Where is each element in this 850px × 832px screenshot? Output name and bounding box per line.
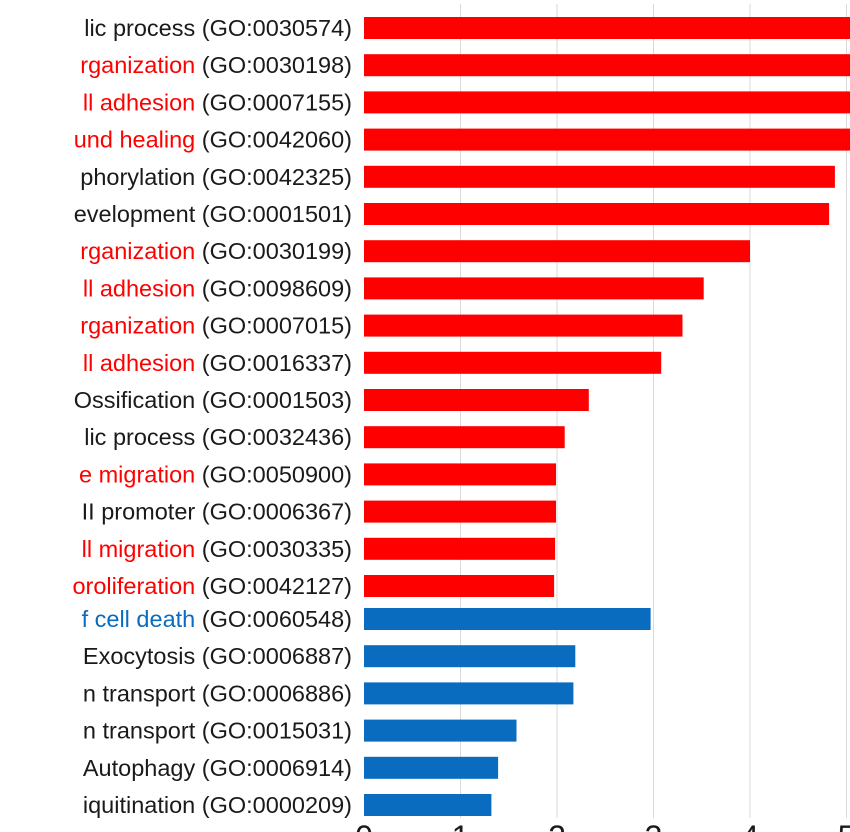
category-name: II promoter	[82, 499, 196, 525]
category-label: oroliferation (GO:0042127)	[72, 573, 352, 599]
go-id: (GO:0032436)	[195, 424, 352, 450]
go-id: (GO:0007015)	[195, 313, 352, 339]
category-label: rganization (GO:0030198)	[80, 52, 352, 78]
bar-up	[364, 17, 850, 39]
category-name: ll adhesion	[83, 89, 195, 115]
bar-down	[364, 719, 517, 742]
x-tick-label: 3	[645, 819, 663, 832]
category-label: II promoter (GO:0006367)	[82, 499, 352, 525]
bar-up	[364, 54, 850, 77]
category-name: evelopment	[74, 201, 196, 227]
go-id: (GO:0030335)	[195, 536, 352, 562]
category-label: evelopment (GO:0001501)	[74, 201, 352, 227]
category-label: rganization (GO:0030199)	[80, 238, 352, 264]
bar-down	[364, 645, 576, 668]
category-label: Exocytosis (GO:0006887)	[83, 643, 352, 669]
category-name: f cell death	[82, 606, 196, 632]
category-label: n transport (GO:0006886)	[83, 680, 352, 706]
category-label: n transport (GO:0015031)	[83, 718, 352, 744]
category-name: rganization	[80, 52, 195, 78]
bar-up	[364, 314, 683, 337]
category-name: ll adhesion	[83, 350, 195, 376]
go-id: (GO:0060548)	[195, 606, 352, 632]
go-id: (GO:0006367)	[195, 499, 352, 525]
bar-down	[364, 794, 492, 816]
category-label: lic process (GO:0032436)	[84, 424, 352, 450]
category-label: iquitination (GO:0000209)	[83, 792, 352, 818]
category-name: rganization	[80, 238, 195, 264]
go-id: (GO:0050900)	[195, 461, 352, 487]
bar-up	[364, 203, 830, 225]
category-name: lic process	[84, 15, 195, 41]
bar-up	[364, 426, 565, 449]
category-label: f cell death (GO:0060548)	[82, 606, 352, 632]
category-name: und healing	[74, 127, 196, 153]
bar-up	[364, 240, 750, 263]
go-id: (GO:0042325)	[195, 164, 352, 190]
x-tick-label: 0	[355, 819, 373, 832]
category-label: Autophagy (GO:0006914)	[83, 755, 352, 781]
bar-down	[364, 756, 499, 779]
category-label: e migration (GO:0050900)	[79, 461, 352, 487]
bars	[364, 17, 850, 816]
bar-up	[364, 463, 556, 486]
category-name: e migration	[79, 461, 195, 487]
category-name: iquitination	[83, 792, 195, 818]
category-name: Autophagy	[83, 755, 196, 781]
category-name: Ossification	[74, 387, 195, 413]
category-labels: lic process (GO:0030574)rganization (GO:…	[72, 15, 352, 818]
bar-up	[364, 91, 850, 114]
category-name: rganization	[80, 313, 195, 339]
category-name: oroliferation	[72, 573, 195, 599]
bar-up	[364, 575, 555, 597]
go-id: (GO:0006914)	[195, 755, 352, 781]
go-id: (GO:0001503)	[195, 387, 352, 413]
bar-down	[364, 608, 651, 630]
bar-up	[364, 537, 556, 560]
category-label: Ossification (GO:0001503)	[74, 387, 352, 413]
category-name: phorylation	[80, 164, 195, 190]
go-id: (GO:0098609)	[195, 275, 352, 301]
go-id: (GO:0006886)	[195, 680, 352, 706]
go-id: (GO:0030199)	[195, 238, 352, 264]
bar-up	[364, 389, 589, 411]
go-id: (GO:0015031)	[195, 718, 352, 744]
go-id: (GO:0042060)	[195, 127, 352, 153]
x-tick-label: 4	[741, 819, 759, 832]
go-id: (GO:0007155)	[195, 89, 352, 115]
x-tick-labels: 0 1 2 3 4 5	[355, 819, 850, 832]
bar-down	[364, 682, 574, 705]
x-tick-label: 2	[548, 819, 566, 832]
category-label: rganization (GO:0007015)	[80, 313, 352, 339]
bar-up	[364, 351, 662, 374]
bar-up	[364, 500, 556, 523]
category-name: ll migration	[82, 536, 196, 562]
category-label: phorylation (GO:0042325)	[80, 164, 352, 190]
x-tick-label: 5	[838, 819, 850, 832]
category-name: n transport	[83, 718, 196, 744]
go-id: (GO:0030198)	[195, 52, 352, 78]
go-id: (GO:0006887)	[195, 643, 352, 669]
go-id: (GO:0000209)	[195, 792, 352, 818]
category-label: ll adhesion (GO:0016337)	[83, 350, 352, 376]
category-name: n transport	[83, 680, 196, 706]
go-id: (GO:0016337)	[195, 350, 352, 376]
bar-up	[364, 165, 835, 188]
category-label: ll adhesion (GO:0098609)	[83, 275, 352, 301]
category-name: Exocytosis	[83, 643, 195, 669]
bar-up	[364, 128, 850, 151]
category-label: ll adhesion (GO:0007155)	[83, 89, 352, 115]
category-name: ll adhesion	[83, 275, 195, 301]
go-id: (GO:0030574)	[195, 15, 352, 41]
bar-up	[364, 277, 704, 300]
category-label: und healing (GO:0042060)	[74, 127, 352, 153]
x-tick-label: 1	[452, 819, 470, 832]
go-id: (GO:0001501)	[195, 201, 352, 227]
go-id: (GO:0042127)	[195, 573, 352, 599]
category-label: lic process (GO:0030574)	[84, 15, 352, 41]
category-label: ll migration (GO:0030335)	[82, 536, 352, 562]
category-name: lic process	[84, 424, 195, 450]
